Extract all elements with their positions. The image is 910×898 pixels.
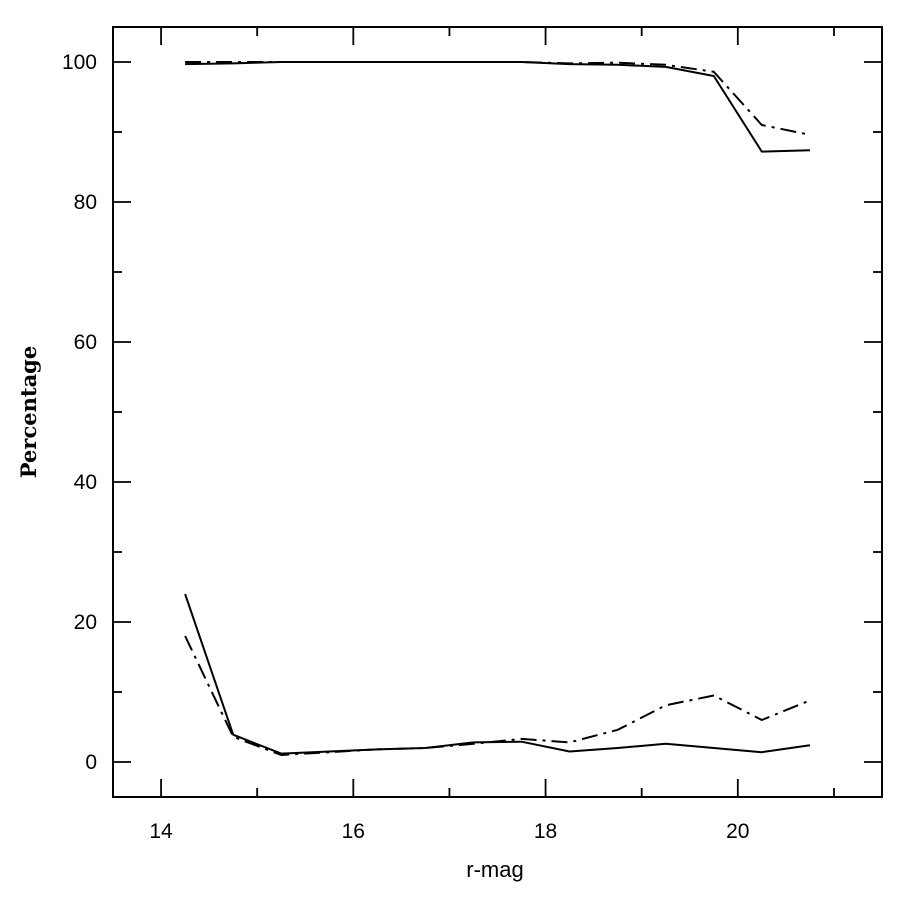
plot-frame (112, 26, 883, 798)
axis-ticks (113, 27, 882, 797)
series-group (184, 61, 811, 756)
y-tick-label: 100 (62, 51, 97, 74)
y-tick-label: 80 (74, 191, 97, 214)
x-tick-label: 18 (534, 820, 557, 843)
tick-labels: 14 16 18 20 0 20 40 60 80 100 (62, 51, 750, 843)
series-line-3-solid (184, 593, 811, 755)
y-tick-label: 0 (85, 751, 97, 774)
series-line-4-dash-dot (184, 635, 811, 756)
y-tick-label: 20 (74, 611, 97, 634)
y-tick-label: 60 (74, 331, 97, 354)
x-tick-label: 14 (149, 820, 173, 843)
series-line-2-dash-dot (185, 61, 811, 136)
y-axis-title: Percentage (16, 346, 41, 478)
x-tick-label: 20 (726, 820, 749, 843)
x-axis-title: r-mag (466, 857, 523, 882)
x-tick-label: 16 (342, 820, 365, 843)
y-tick-label: 40 (74, 471, 97, 494)
